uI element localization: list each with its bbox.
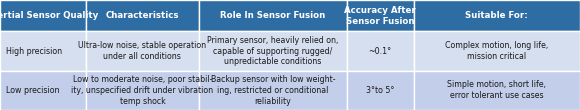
Bar — [199, 31, 347, 71]
Bar — [86, 0, 199, 31]
Bar — [199, 71, 347, 110]
Bar — [0, 31, 86, 71]
Bar — [0, 0, 86, 31]
Text: Characteristics: Characteristics — [106, 11, 179, 20]
Text: Simple motion, short life,
error tolerant use cases: Simple motion, short life, error toleran… — [447, 80, 546, 100]
Text: Primary sensor, heavily relied on,
capable of supporting rugged/
unpredictable c: Primary sensor, heavily relied on, capab… — [207, 36, 339, 66]
Bar — [86, 31, 199, 71]
Text: Role In Sensor Fusion: Role In Sensor Fusion — [220, 11, 325, 20]
Bar — [414, 0, 580, 31]
Text: Low precision: Low precision — [6, 86, 59, 95]
Bar — [199, 0, 347, 31]
Text: High precision: High precision — [6, 47, 62, 56]
Bar — [347, 0, 414, 31]
Text: Low to moderate noise, poor stabil-
ity, unspecified drift under vibration
temp : Low to moderate noise, poor stabil- ity,… — [71, 75, 213, 106]
Text: Ultra-low noise, stable operation
under all conditions: Ultra-low noise, stable operation under … — [78, 41, 206, 61]
Bar — [347, 71, 414, 110]
Text: 3°to 5°: 3°to 5° — [366, 86, 394, 95]
Text: Accuracy After
Sensor Fusion: Accuracy After Sensor Fusion — [345, 6, 416, 26]
Bar — [414, 71, 580, 110]
Text: Complex motion, long life,
mission critical: Complex motion, long life, mission criti… — [445, 41, 549, 61]
Text: ~0.1°: ~0.1° — [369, 47, 392, 56]
Text: Suitable For:: Suitable For: — [465, 11, 528, 20]
Bar — [347, 31, 414, 71]
Bar — [414, 31, 580, 71]
Bar — [0, 71, 86, 110]
Bar — [86, 71, 199, 110]
Text: Inertial Sensor Quality: Inertial Sensor Quality — [0, 11, 98, 20]
Text: Backup sensor with low weight-
ing, restricted or conditional
reliability: Backup sensor with low weight- ing, rest… — [211, 75, 335, 106]
